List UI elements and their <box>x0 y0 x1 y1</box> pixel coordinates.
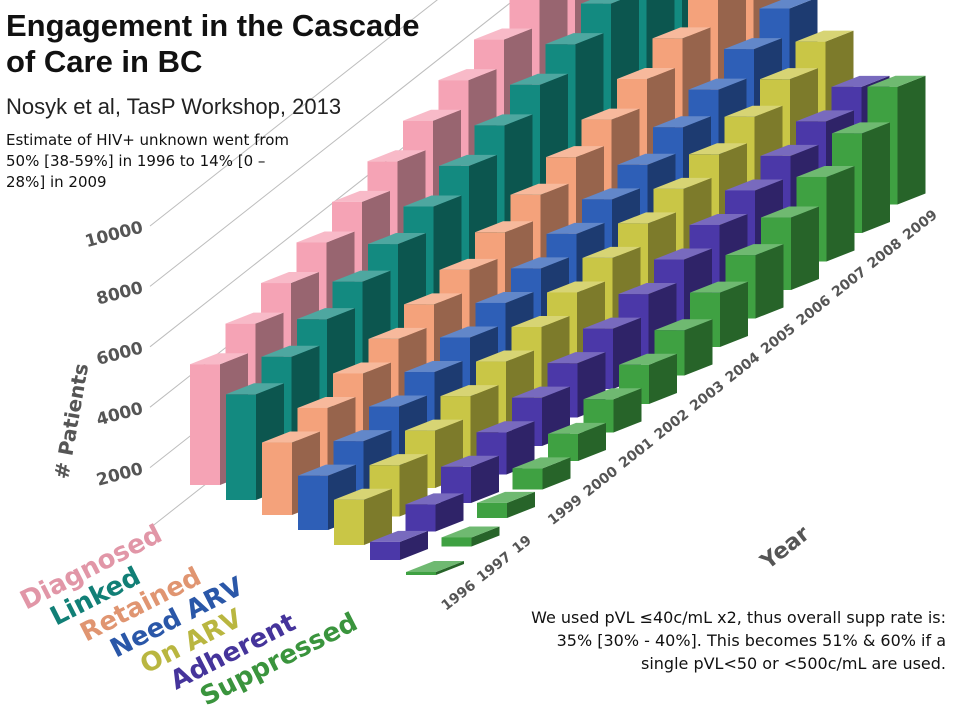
x-tick-label: 1997 <box>474 549 515 586</box>
bar <box>405 493 464 532</box>
y-axis-ticks: 2000 4000 6000 8000 10000 <box>83 217 145 490</box>
bar <box>512 457 571 490</box>
x-tick-label: 2009 <box>900 207 941 244</box>
chart-subtitle: Nosyk et al, TasP Workshop, 2013 <box>6 94 342 119</box>
gridline <box>149 0 515 287</box>
y-tick-label: 8000 <box>94 278 145 310</box>
bar <box>441 526 500 547</box>
gridline <box>149 0 438 227</box>
bar <box>548 422 606 461</box>
x-tick-label: 2008 <box>865 236 906 273</box>
suppression-note: We used pVL ≤40c/mL x2, thus overall sup… <box>531 608 946 673</box>
x-tick-label: 2005 <box>758 321 799 358</box>
bar <box>477 491 535 518</box>
x-tick-label: 1996 <box>439 578 480 615</box>
x-tick-label: 2001 <box>616 435 657 472</box>
bar <box>406 560 464 575</box>
chart-title: Engagement in the Cascade of Care in BC <box>6 8 420 79</box>
x-tick-label: 2006 <box>794 293 835 330</box>
x-tick-label: 2000 <box>581 463 622 500</box>
y-tick-label: 4000 <box>94 399 145 431</box>
y-axis-label: # Patients <box>49 361 93 480</box>
bar <box>476 421 535 475</box>
bars <box>190 0 926 575</box>
x-tick-label: 2003 <box>687 378 728 415</box>
x-axis-label: Year <box>756 521 815 575</box>
x-tick-label: 2007 <box>829 264 870 301</box>
bar <box>370 530 428 560</box>
unknown-estimate-note: Estimate of HIV+ unknown went from 50% [… <box>6 131 290 191</box>
x-tick-label: 2004 <box>723 349 764 386</box>
x-tick-label: 2002 <box>652 407 693 444</box>
y-tick-label: 10000 <box>83 217 145 252</box>
y-tick-label: 6000 <box>94 338 145 370</box>
y-tick-label: 2000 <box>94 459 145 491</box>
x-tick-label: 1999 <box>545 492 586 529</box>
x-tick-label: 19 <box>510 533 535 558</box>
bar <box>334 488 392 545</box>
